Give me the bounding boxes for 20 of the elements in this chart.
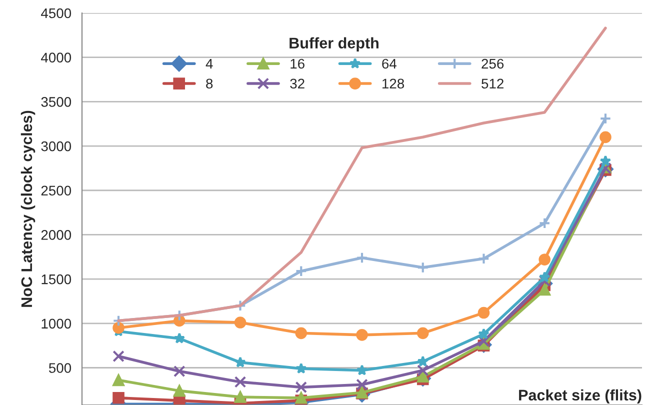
legend-label: 128	[382, 78, 404, 89]
y-tick-label: 1000	[42, 318, 72, 329]
legend-title: Buffer depth	[290, 37, 378, 52]
y-tick-label: 4500	[41, 8, 72, 18]
y-tick-label: 3000	[41, 141, 72, 152]
legend-label: 256	[482, 58, 504, 69]
y-tick-label: 2500	[41, 186, 72, 196]
legend-label: 16	[290, 58, 304, 69]
y-tick-label: 3500	[41, 97, 72, 107]
y-axis-title: NoC Latency (clock cycles)	[20, 110, 36, 307]
y-tick-label: 1500	[42, 274, 72, 284]
legend-label: 512	[482, 78, 504, 89]
y-tick-label: 500	[48, 363, 72, 373]
y-tick-label: 4000	[41, 52, 72, 63]
legend-label: 4	[206, 58, 213, 69]
x-axis-title: Packet size (flits)	[519, 389, 642, 404]
legend-label: 32	[290, 78, 304, 89]
legend-label: 8	[206, 78, 213, 89]
y-tick-label: 2000	[41, 230, 72, 240]
legend-label: 64	[382, 58, 396, 69]
